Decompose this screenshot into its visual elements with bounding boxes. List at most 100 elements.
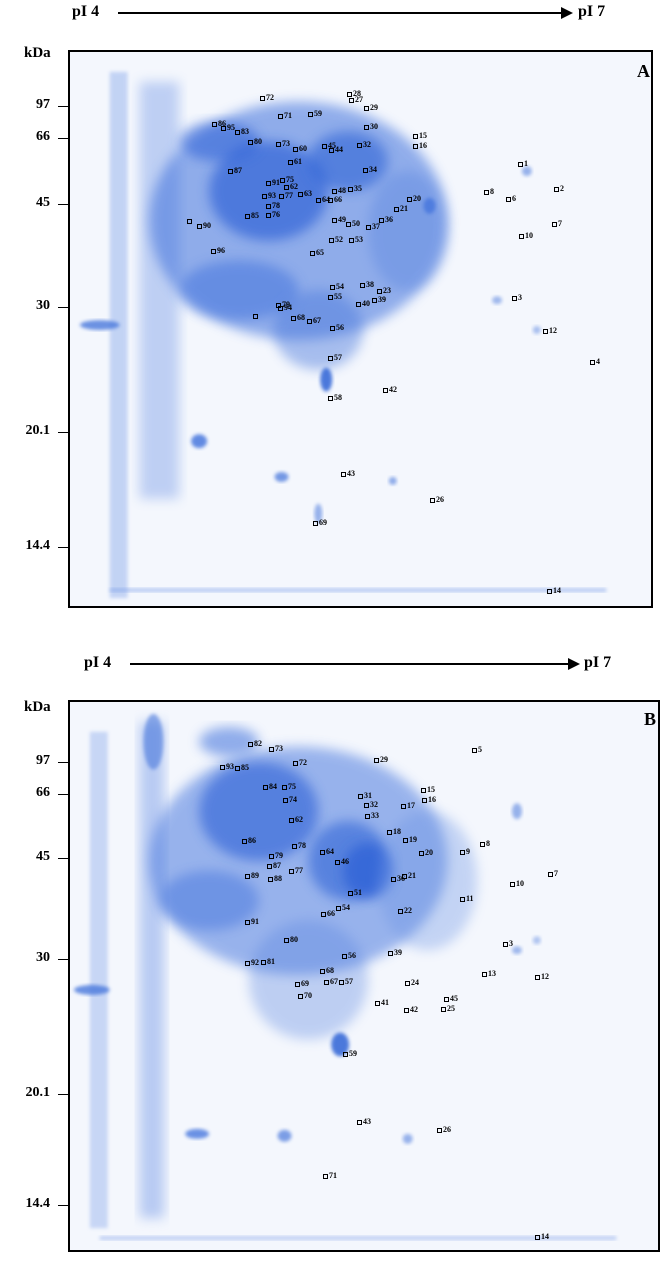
spot-label: 21	[394, 205, 408, 213]
spot-label: 62	[284, 183, 298, 191]
mw-tick	[58, 204, 68, 205]
spot-label: 37	[366, 223, 380, 231]
spot-label: 56	[342, 952, 356, 960]
spot-label: 62	[289, 816, 303, 824]
spot-label: 51	[348, 889, 362, 897]
spot-label: 33	[365, 812, 379, 820]
spot-label: 1	[518, 160, 528, 168]
spot-label: 58	[328, 394, 342, 402]
spot-label: 48	[332, 187, 346, 195]
mw-marker-label: 14.4	[25, 1196, 51, 1211]
mw-marker-label: 20.1	[25, 423, 51, 438]
spot-label: 70	[298, 992, 312, 1000]
spot-label: 41	[375, 999, 389, 1007]
mw-marker-label: 45	[36, 849, 50, 864]
spot-label: 83	[235, 128, 249, 136]
gel-stain-b	[73, 713, 617, 1241]
mw-marker-label: 97	[36, 97, 50, 112]
spot-label: 73	[269, 745, 283, 753]
spot-label: 27	[349, 96, 363, 104]
spot-label: 42	[404, 1006, 418, 1014]
spot-label: 66	[328, 196, 342, 204]
spot-label: 20	[419, 849, 433, 857]
spot-label: 64	[316, 196, 330, 204]
ph-start-label: pI 4	[72, 3, 100, 20]
spot-label: 15	[413, 132, 427, 140]
spot-label: 46	[335, 858, 349, 866]
spot-label: 42	[383, 386, 397, 394]
spot-label: 18	[387, 828, 401, 836]
spot-label: 38	[360, 281, 374, 289]
mw-tick	[58, 1094, 68, 1095]
spot-label: 29	[374, 756, 388, 764]
spot-label: 14	[535, 1233, 549, 1241]
spot-label: 9	[460, 848, 470, 856]
spot-label: 16	[422, 796, 436, 804]
spot-label: 87	[228, 167, 242, 175]
spot-label: 29	[364, 104, 378, 112]
spot-label: 86	[242, 837, 256, 845]
spot-label: 80	[284, 936, 298, 944]
gel-panel-a: pI 4 pI 7 kDa 97 66 45 30 20.1 14.4	[0, 0, 666, 629]
spot-label: 64	[320, 848, 334, 856]
spot-label: 35	[348, 185, 362, 193]
mw-tick	[58, 432, 68, 433]
spot-label: 24	[405, 979, 419, 987]
mw-tick	[58, 858, 68, 859]
spot-label: 25	[441, 1005, 455, 1013]
spot-label: 85	[235, 764, 249, 772]
mw-marker-label: 20.1	[25, 1085, 51, 1100]
mw-tick	[58, 1205, 68, 1206]
spot-label: 82	[248, 740, 262, 748]
spot-label: 13	[482, 970, 496, 978]
kda-label: kDa	[24, 45, 51, 61]
spot-label: 59	[308, 110, 322, 118]
spot-label: 91	[245, 918, 259, 926]
mw-tick	[58, 307, 68, 308]
spot-label: 54	[330, 283, 344, 291]
spot-label: 75	[280, 176, 294, 184]
mw-tick	[58, 762, 68, 763]
mw-marker-label: 30	[36, 950, 50, 965]
spot-label: 86	[212, 120, 226, 128]
spot-label: 77	[289, 867, 303, 875]
spot-label: 8	[480, 840, 490, 848]
spot-label: 32	[364, 801, 378, 809]
spot-label: 93	[220, 763, 234, 771]
spot-label: 55	[328, 293, 342, 301]
spot-label: 19	[403, 836, 417, 844]
spot-label: 69	[295, 980, 309, 988]
spot-label: 5	[472, 746, 482, 754]
spot-label: 63	[298, 190, 312, 198]
spot-label: 65	[310, 249, 324, 257]
spot-label: 77	[279, 192, 293, 200]
spot-label: 20	[407, 195, 421, 203]
spot-label: 32	[357, 141, 371, 149]
spot-label: 66	[321, 910, 335, 918]
spot-label: 43	[357, 1118, 371, 1126]
spot-label: 84	[263, 783, 277, 791]
spot-label: 45	[322, 142, 336, 150]
spot-label: 15	[421, 786, 435, 794]
spot-label: 16	[413, 142, 427, 150]
spot-label: 57	[339, 978, 353, 986]
spot-label: 71	[323, 1172, 337, 1180]
spot-label: 89	[245, 872, 259, 880]
spot-label: 34	[363, 166, 377, 174]
spot-label: 43	[341, 470, 355, 478]
gel-image-a: A 1 2 3 4 6 7 8 10 12 14 15 16 20 21 23 …	[68, 50, 653, 608]
spot-label: 26	[437, 1126, 451, 1134]
spot-label: 72	[260, 94, 274, 102]
ph-end-label: pI 7	[578, 3, 606, 20]
spot-label: 59	[343, 1050, 357, 1058]
spot-label: 49	[332, 216, 346, 224]
spot-label: 7	[548, 870, 558, 878]
spot-label: 57	[328, 354, 342, 362]
spot-label: 17	[401, 802, 415, 810]
spot-label: 85	[245, 212, 259, 220]
spot-label: 45	[444, 995, 458, 1003]
spot-label: 4	[590, 358, 600, 366]
mw-tick	[58, 106, 68, 107]
spot-label: 80	[248, 138, 262, 146]
spot-label: 40	[356, 300, 370, 308]
